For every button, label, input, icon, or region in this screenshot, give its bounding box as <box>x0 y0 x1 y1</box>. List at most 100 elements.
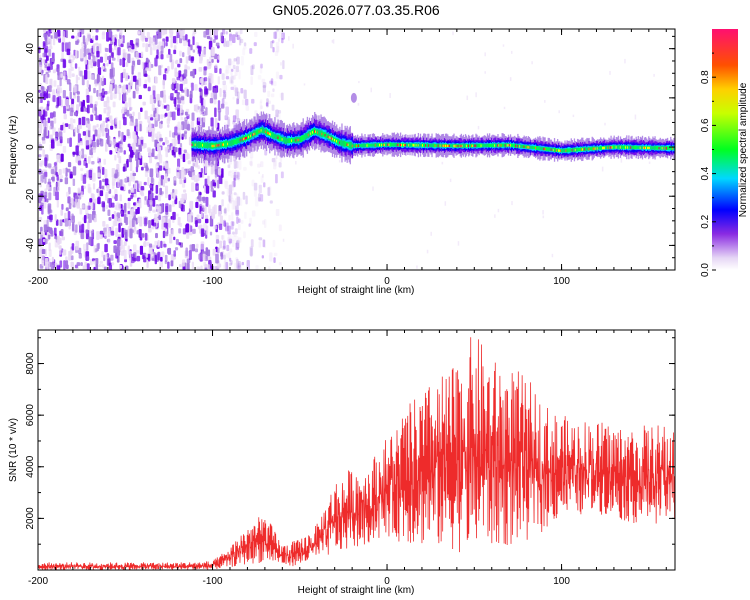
spectrogram-noise-cell <box>65 30 68 39</box>
spectrogram-noise-cell <box>48 85 52 93</box>
spectrogram-band-cell <box>514 143 516 148</box>
spectrogram-noise-cell <box>75 50 78 59</box>
spectrogram-noise-cell <box>135 51 140 60</box>
spectrogram-noise-cell <box>141 61 145 70</box>
spectrogram-band-cell <box>621 145 624 149</box>
spectrogram-noise-cell <box>129 228 133 239</box>
spectrogram-noise-cell <box>235 242 240 251</box>
spectrogram-speckle <box>372 186 374 191</box>
spectrogram-noise-cell <box>137 207 140 215</box>
spectrogram-noise-cell <box>184 119 188 130</box>
spectrogram-noise-cell <box>224 253 228 258</box>
spectrogram-noise-cell <box>229 33 232 42</box>
spectrogram-noise-cell <box>218 223 223 230</box>
spectrogram-band-cell <box>553 147 556 153</box>
spectrogram-noise-cell <box>261 255 264 259</box>
spectrogram-noise-cell <box>43 91 47 97</box>
spectrogram-noise-cell <box>183 189 187 193</box>
spectrogram-noise-cell <box>42 149 46 157</box>
spectrogram-band-cell <box>583 147 585 152</box>
spectrogram-noise-cell <box>197 116 202 122</box>
spectrogram-speckle <box>648 161 651 164</box>
spectrogram-noise-cell <box>68 219 71 230</box>
spectrogram-noise-cell <box>103 107 107 114</box>
spectrogram-band-cell <box>570 148 572 152</box>
spectrogram-noise-cell <box>99 230 104 235</box>
spectrogram-band-cell <box>368 143 370 147</box>
spectrogram-noise-cell <box>224 207 228 216</box>
spectrogram-noise-cell <box>214 177 218 183</box>
spectrogram-noise-cell <box>160 54 164 60</box>
spectrogram-noise-cell <box>202 117 206 123</box>
spectrogram-band-cell <box>300 136 302 143</box>
spectrogram-noise-cell <box>180 197 184 204</box>
spectrogram-band-cell <box>433 143 435 148</box>
spectrogram-band-cell <box>462 143 465 148</box>
spectrogram-noise-cell <box>243 42 247 47</box>
spectrogram-noise-cell <box>195 243 199 249</box>
spectrogram-noise-cell <box>53 80 57 87</box>
colorbar-tick-label: 0.2 <box>700 214 711 228</box>
spectrogram-speckle <box>477 125 480 130</box>
spectrogram-noise-cell <box>114 216 118 227</box>
spectrogram-noise-cell <box>150 117 154 121</box>
spectrogram-speckle <box>370 87 373 93</box>
spectrogram-noise-cell <box>160 50 163 55</box>
spectrogram-noise-cell <box>174 126 178 136</box>
spectrogram-noise-cell <box>132 172 137 177</box>
spectrogram-noise-cell <box>237 265 241 270</box>
spectrogram-noise-cell <box>184 111 188 116</box>
spectrogram-noise-cell <box>137 59 141 65</box>
spectrogram-noise-cell <box>148 243 153 248</box>
spectrogram-band-cell <box>429 143 431 147</box>
spectrogram-noise-cell <box>272 88 275 92</box>
spectrogram-noise-cell <box>233 159 237 169</box>
spectrogram-noise-cell <box>64 218 69 227</box>
spectrogram-noise-cell <box>236 239 240 248</box>
spectrogram-band-cell <box>293 138 295 143</box>
spectrogram-noise-cell <box>160 90 164 98</box>
spectrogram-noise-cell <box>48 258 51 268</box>
spectrogram-noise-cell <box>46 66 51 71</box>
spectrogram-noise-cell <box>189 201 193 209</box>
spectrogram-noise-cell <box>178 70 182 78</box>
spectrogram-noise-cell <box>136 84 139 95</box>
spectrogram-noise-cell <box>106 185 110 192</box>
spectrogram-noise-cell <box>199 192 202 196</box>
spectrogram-noise-cell <box>168 48 171 55</box>
spectrogram-noise-cell <box>184 90 188 97</box>
spectrogram-noise-cell <box>210 188 214 192</box>
spectrogram-noise-cell <box>173 236 176 241</box>
spectrogram-speckle <box>258 112 261 118</box>
spectrogram-band-cell <box>638 146 640 149</box>
spectrogram-noise-cell <box>208 62 212 68</box>
spectrogram-band-cell <box>634 145 636 150</box>
spectrogram-noise-cell <box>116 55 120 62</box>
spectrogram-noise-cell <box>250 76 253 86</box>
spectrogram-noise-cell <box>109 68 114 78</box>
spectrogram-noise-cell <box>74 198 78 207</box>
spectrogram-noise-cell <box>152 85 156 92</box>
spectrogram-noise-cell <box>119 194 122 202</box>
spectrogram-noise-cell <box>230 183 234 192</box>
spectrogram-noise-cell <box>68 68 72 79</box>
spectrogram-noise-cell <box>88 213 92 223</box>
spectrogram-noise-cell <box>46 184 50 190</box>
spectrogram-band-cell <box>466 143 469 148</box>
spectrogram-noise-cell <box>74 111 77 116</box>
spectrogram-speckle <box>426 249 429 254</box>
spectrogram-noise-cell <box>137 31 141 35</box>
spectrogram-noise-cell <box>180 124 183 131</box>
spectrogram-noise-cell <box>71 243 75 251</box>
spectrogram-band-cell <box>520 144 522 148</box>
spectrogram-noise-cell <box>148 149 152 157</box>
spectrogram-noise-cell <box>167 261 170 269</box>
spectrogram-noise-cell <box>257 163 261 168</box>
spectrogram-band-cell <box>564 148 566 153</box>
spectrogram-band-cell <box>418 143 421 147</box>
spectrogram-noise-cell <box>193 175 198 182</box>
spectrogram-noise-cell <box>48 125 52 130</box>
spectrogram-noise-cell <box>87 183 91 193</box>
